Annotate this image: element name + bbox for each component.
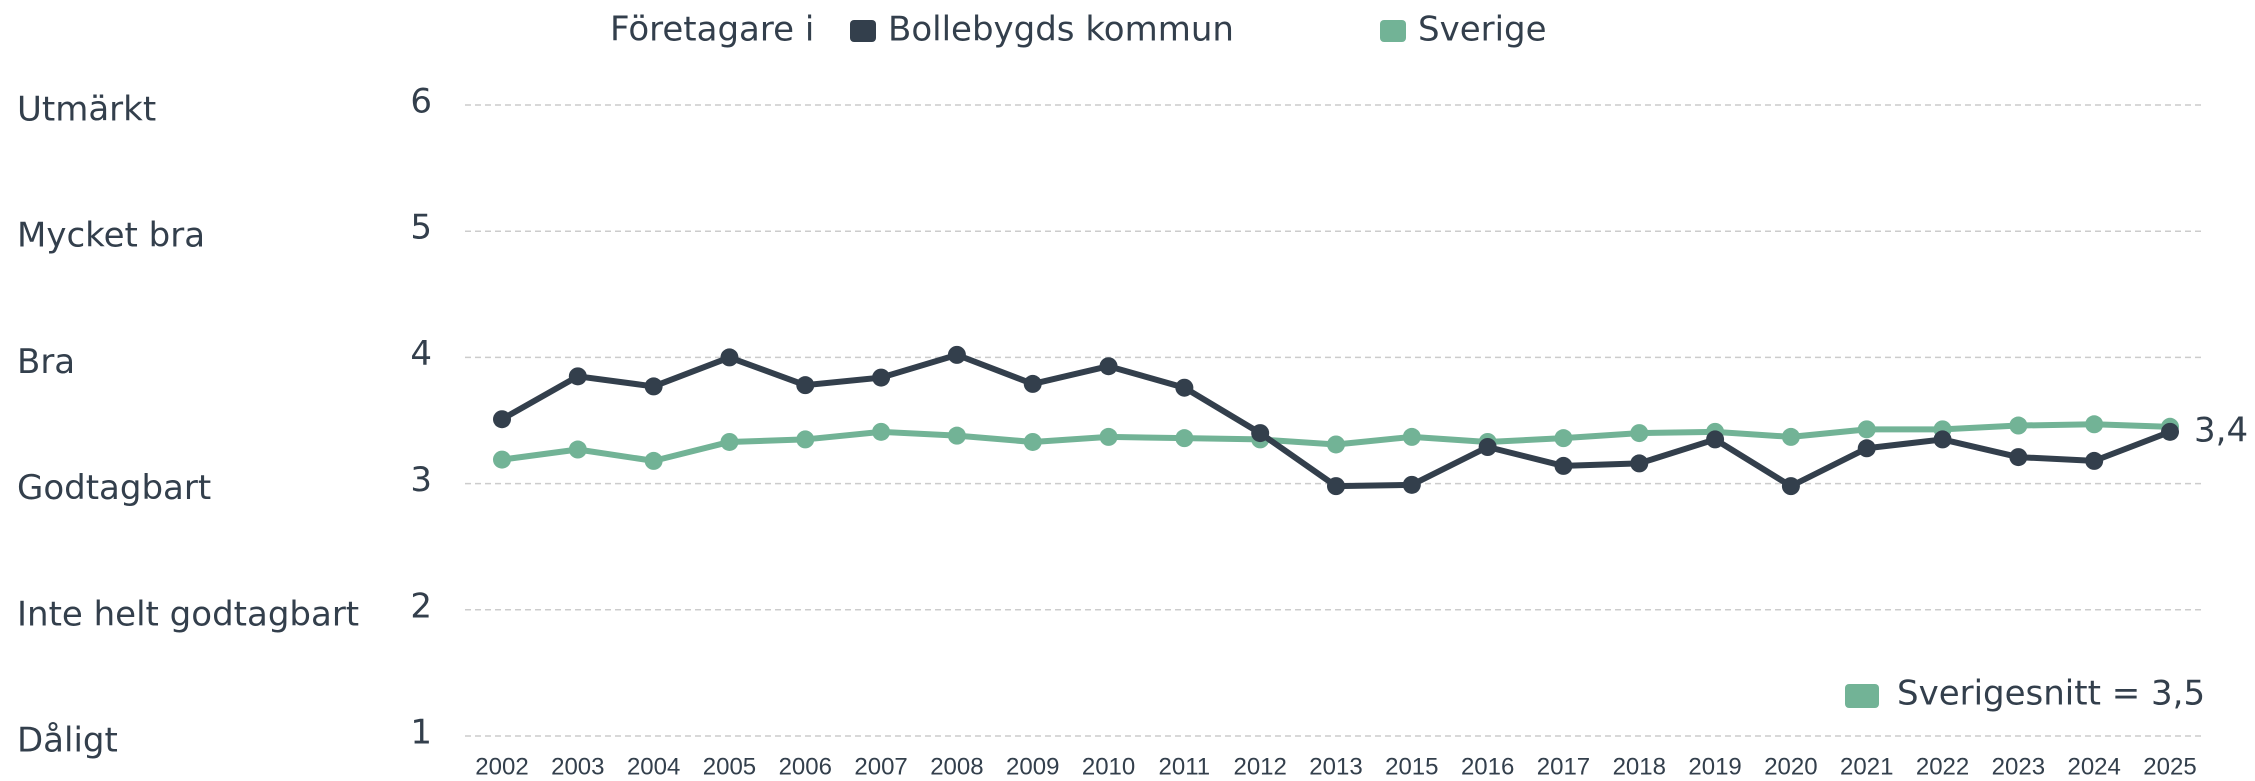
x-tick-label: 2020 [1764, 753, 1817, 780]
point [796, 376, 815, 395]
x-tick-label: 2015 [1385, 753, 1438, 780]
y-category-label: Mycket bra [17, 216, 205, 256]
x-tick-label: 2006 [779, 753, 832, 780]
x-tick-label: 2024 [2067, 753, 2120, 780]
point [1327, 477, 1345, 496]
x-tick-label: 2011 [1159, 753, 1211, 780]
point [1023, 432, 1042, 451]
x-tick-label: 2013 [1309, 753, 1362, 780]
x-tick-label: 2007 [854, 753, 907, 780]
point [1251, 424, 1270, 443]
x-tick-label: 2012 [1233, 753, 1286, 780]
point [2009, 416, 2028, 435]
annotation: Sverigesnitt = 3,5 [1897, 674, 2205, 714]
x-tick-label: 2019 [1688, 753, 1741, 780]
point [1554, 429, 1573, 448]
point [1706, 430, 1725, 449]
legend-label: Bollebygds kommun [888, 10, 1234, 50]
point [1630, 454, 1649, 473]
point [1857, 439, 1876, 458]
point [1175, 429, 1194, 448]
x-tick-label: 2009 [1006, 753, 1059, 780]
y-category-label: Dåligt [17, 721, 118, 761]
x-tick-label: 2010 [1082, 753, 1135, 780]
y-category-label: Godtagbart [17, 468, 211, 508]
point [568, 367, 587, 386]
x-tick-label: 2025 [2143, 753, 2196, 780]
x-tick-label: 2002 [475, 753, 528, 780]
y-tick-label: 6 [410, 82, 432, 122]
y-tick-label: 3 [410, 460, 432, 500]
point [1175, 378, 1194, 397]
x-tick-label: 2021 [1840, 753, 1893, 780]
y-tick-label: 2 [410, 586, 432, 626]
x-tick-label: 2022 [1916, 753, 1969, 780]
point [796, 430, 815, 449]
point [493, 410, 511, 429]
point [720, 432, 739, 451]
point [872, 422, 891, 441]
point [1402, 427, 1421, 446]
x-tick-label: 2018 [1613, 753, 1666, 780]
x-tick-label: 2023 [1992, 753, 2045, 780]
point [1554, 456, 1573, 475]
y-tick-label: 4 [410, 334, 432, 374]
series-line [500, 351, 2172, 490]
annotation-swatch [1845, 684, 1879, 708]
x-tick-label: 2008 [930, 753, 983, 780]
y-category-label: Bra [17, 342, 75, 382]
point [1023, 374, 1042, 393]
point [568, 440, 587, 459]
y-category-label: Inte helt godtagbart [17, 594, 359, 634]
x-tick-label: 2004 [627, 753, 680, 780]
legend-swatch [1380, 20, 1406, 42]
point [2009, 448, 2028, 467]
point [2161, 422, 2179, 441]
point [644, 451, 663, 470]
point [1781, 427, 1800, 446]
point [720, 348, 739, 367]
legend-prefix: Företagare i [610, 10, 814, 50]
y-tick-label: 1 [410, 713, 432, 753]
y-tick-label: 5 [410, 208, 432, 248]
x-tick-label: 2005 [703, 753, 756, 780]
legend-swatch [850, 20, 876, 42]
point [2085, 451, 2104, 470]
point [644, 377, 663, 396]
data-label: 3,4 [2194, 410, 2248, 450]
point [1402, 475, 1421, 494]
point [1327, 435, 1345, 454]
point [872, 368, 891, 387]
point [493, 450, 511, 469]
point [1099, 427, 1118, 446]
y-category-label: Utmärkt [17, 90, 156, 130]
x-tick-label: 2016 [1461, 753, 1514, 780]
point [1630, 424, 1649, 443]
point [947, 426, 966, 445]
point [1781, 477, 1800, 496]
point [1478, 438, 1497, 457]
point [1933, 430, 1952, 449]
x-tick-label: 2017 [1537, 753, 1590, 780]
x-tick-label: 2003 [551, 753, 604, 780]
point [2085, 415, 2104, 434]
point [947, 345, 966, 364]
point [1857, 420, 1876, 439]
legend-label: Sverige [1418, 10, 1547, 50]
point [1099, 357, 1118, 376]
